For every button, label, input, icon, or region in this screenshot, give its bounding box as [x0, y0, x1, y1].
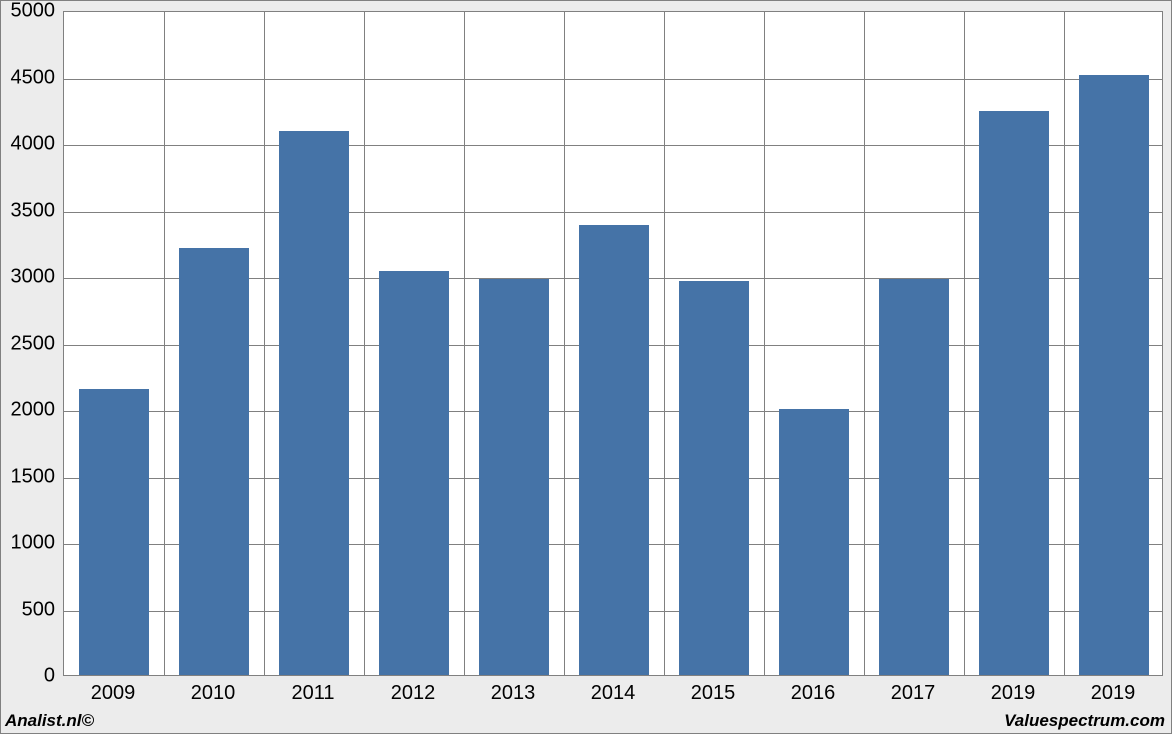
x-tick-label: 2013 — [491, 682, 536, 705]
y-tick-label: 1500 — [1, 465, 55, 488]
gridline-vertical — [664, 12, 665, 675]
y-tick-label: 4000 — [1, 133, 55, 156]
x-tick-label: 2019 — [991, 682, 1036, 705]
y-tick-label: 2000 — [1, 399, 55, 422]
gridline-vertical — [464, 12, 465, 675]
y-tick-label: 4500 — [1, 66, 55, 89]
bar — [179, 248, 249, 675]
x-tick-label: 2017 — [891, 682, 936, 705]
gridline-horizontal — [64, 79, 1162, 80]
chart-frame: 0 500 1000 1500 2000 2500 3000 3500 4000 4500 5000… — [0, 0, 1172, 734]
bar — [979, 111, 1049, 675]
x-tick-label: 2011 — [291, 682, 334, 705]
x-tick-label: 2016 — [791, 682, 836, 705]
gridline-vertical — [564, 12, 565, 675]
gridline-vertical — [364, 12, 365, 675]
y-tick-label: 3000 — [1, 266, 55, 289]
footer-credit-right: Valuespectrum.com — [1004, 711, 1165, 731]
x-tick-label: 2010 — [191, 682, 236, 705]
x-tick-label: 2015 — [691, 682, 736, 705]
x-tick-label: 2009 — [91, 682, 136, 705]
footer-credit-left: Analist.nl© — [5, 711, 94, 731]
gridline-vertical — [264, 12, 265, 675]
bar — [279, 131, 349, 675]
gridline-vertical — [764, 12, 765, 675]
bar — [1079, 75, 1149, 675]
y-tick-label: 2500 — [1, 332, 55, 355]
gridline-vertical — [164, 12, 165, 675]
x-tick-label: 2019 — [1091, 682, 1136, 705]
x-tick-label: 2012 — [391, 682, 436, 705]
bar — [379, 271, 449, 675]
gridline-vertical — [1064, 12, 1065, 675]
y-tick-label: 5000 — [1, 0, 55, 23]
gridline-vertical — [864, 12, 865, 675]
y-tick-label: 3500 — [1, 199, 55, 222]
y-tick-label: 0 — [1, 665, 55, 688]
bar — [79, 389, 149, 675]
x-tick-label: 2014 — [591, 682, 636, 705]
bar — [479, 279, 549, 675]
bar — [779, 409, 849, 675]
gridline-vertical — [964, 12, 965, 675]
bar — [679, 281, 749, 675]
bar — [579, 225, 649, 675]
plot-area — [63, 11, 1163, 676]
bar — [879, 279, 949, 675]
y-tick-label: 1000 — [1, 532, 55, 555]
y-tick-label: 500 — [1, 598, 55, 621]
